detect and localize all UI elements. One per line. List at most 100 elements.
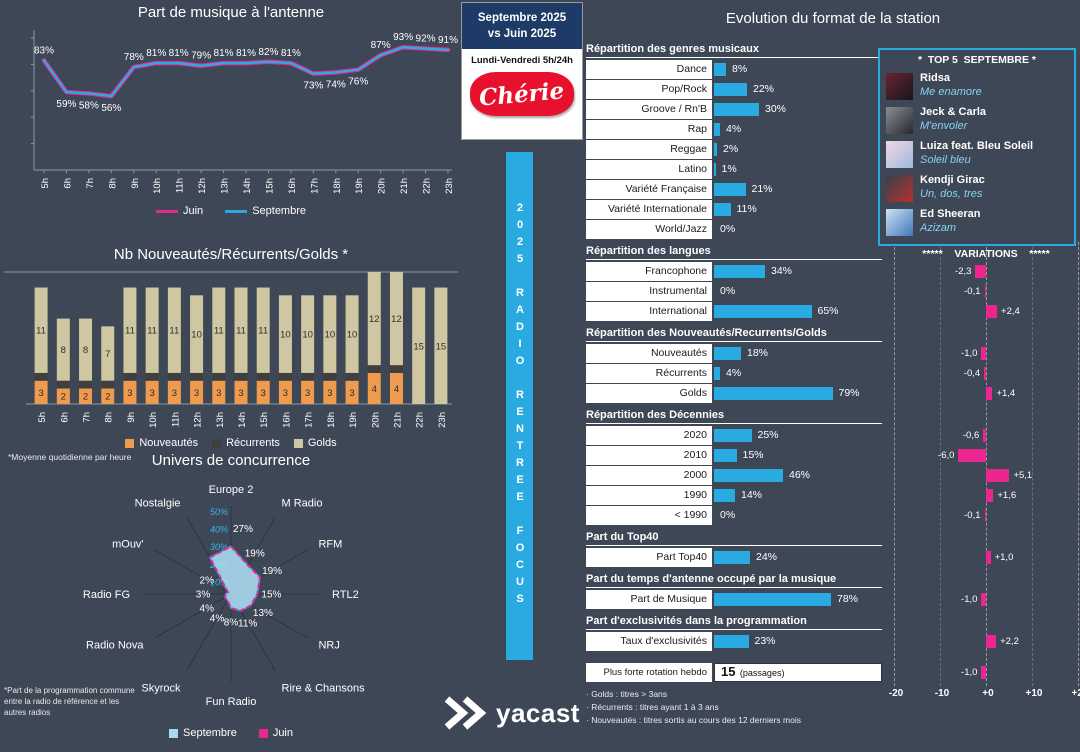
svg-text:11h: 11h (170, 412, 181, 427)
period-subtitle: Lundi-Vendredi 5h/24h (471, 55, 573, 67)
value-label: 24% (756, 551, 778, 563)
row-label: < 1990 (586, 506, 712, 525)
variation-value: -2,3 (955, 266, 972, 277)
svg-text:Fun Radio: Fun Radio (206, 696, 257, 708)
row-label: Récurrents (586, 364, 712, 383)
banner-word: RADIO (514, 287, 526, 372)
row-label: Rap (586, 120, 712, 139)
value-label: 8% (732, 63, 748, 75)
svg-text:10: 10 (302, 330, 313, 341)
value-label: 46% (789, 469, 811, 481)
value-bar (714, 63, 726, 76)
svg-text:2: 2 (83, 392, 88, 403)
septembre-swatch (225, 209, 248, 213)
svg-text:92%: 92% (416, 34, 436, 45)
svg-text:2%: 2% (200, 576, 215, 587)
svg-text:4%: 4% (200, 604, 215, 615)
bar-cell: 24% (714, 548, 882, 567)
legend-label: Golds (307, 437, 337, 449)
value-bar (714, 123, 720, 136)
value-bar (714, 551, 750, 564)
bar-cell: 30% (714, 100, 882, 119)
value-label: 22% (753, 83, 775, 95)
top5-text: Ridsa Me enamore (920, 72, 982, 100)
song-title: Me enamore (920, 86, 982, 98)
section-0: Répartition des genres musicaux Dance 8% Po… (586, 43, 1080, 239)
variation-bar (984, 509, 986, 522)
legend-label: Septembre (252, 205, 306, 217)
footnote-note: · Nouveautés : titres sortis au cours de… (586, 714, 801, 725)
variation-cell: +2,4 (894, 302, 1078, 321)
variations-header: ***** VARIATIONS ***** (922, 248, 1050, 260)
bar-cell: 8% (714, 60, 882, 79)
variation-value: -1,0 (961, 594, 978, 605)
music-share-block: Part de musique à l'antenne 5h 6h 7h 8h 9h 10… (0, 4, 462, 217)
svg-text:12: 12 (391, 314, 402, 325)
banner-word: FOCUS (514, 525, 526, 610)
value-label: 0% (720, 285, 736, 297)
row-label: Dance (586, 60, 712, 79)
vertical-banner: 2025 RADIO RENTREE FOCUS (506, 152, 533, 660)
format-row: 2020 25% -0,6 (586, 426, 1080, 445)
value-label: 0% (720, 223, 736, 235)
value-bar (714, 203, 731, 216)
variation-cell: -1,0 (894, 663, 1078, 682)
svg-text:17h: 17h (309, 178, 320, 194)
bar-cell: 4% (714, 120, 882, 139)
cherie-logo: Chérie (470, 72, 574, 117)
legend-label: Juin (183, 205, 204, 217)
svg-text:15: 15 (436, 341, 447, 352)
svg-text:9h: 9h (130, 178, 141, 189)
nouveautes-block: Nb Nouveautés/Récurrents/Golds * 3 11 5h 2 8… (0, 246, 462, 462)
variation-cell: -0,1 (894, 506, 1078, 525)
row-label: Variété Française (586, 180, 712, 199)
svg-text:27%: 27% (233, 524, 253, 535)
variation-cell: +5,1 (894, 466, 1078, 485)
format-row: Variété Française 21% (586, 180, 1080, 199)
row-label: Reggae (586, 140, 712, 159)
variation-cell: -0,6 (894, 426, 1078, 445)
top5-box: * TOP 5 SEPTEMBRE * Ridsa Me enamore Jeck … (878, 48, 1076, 246)
section-heading: Répartition des Décennies (586, 409, 882, 424)
cherie-logo-text: Chérie (478, 77, 566, 112)
section-1: Répartition des langues ***** VARIATIONS … (586, 245, 1080, 321)
svg-text:59%: 59% (56, 99, 76, 110)
bar-cell: 78% (714, 590, 882, 609)
svg-text:82%: 82% (258, 47, 278, 58)
svg-text:15h: 15h (259, 412, 270, 428)
artist-name: Ridsa (920, 72, 950, 85)
row-label: 2010 (586, 446, 712, 465)
svg-text:81%: 81% (214, 48, 234, 59)
svg-text:19h: 19h (348, 412, 359, 428)
svg-text:20h: 20h (377, 178, 388, 194)
récurrents-swatch (212, 438, 222, 448)
section-heading: Part du Top40 (586, 531, 882, 546)
format-sections: Répartition des genres musicaux Dance 8% Po… (586, 43, 1080, 651)
svg-text:Radio FG: Radio FG (83, 589, 130, 601)
value-bar (714, 469, 783, 482)
svg-text:3: 3 (327, 388, 332, 399)
svg-text:78%: 78% (124, 52, 144, 63)
variation-bar (983, 429, 986, 442)
bar-cell: 15% (714, 446, 882, 465)
album-art (886, 208, 913, 236)
svg-text:mOuv': mOuv' (112, 539, 143, 551)
yacast-logo: yacast (442, 694, 580, 732)
svg-text:15h: 15h (264, 178, 275, 194)
variation-value: +1,4 (996, 388, 1016, 399)
svg-text:Radio Nova: Radio Nova (86, 640, 144, 652)
svg-text:11: 11 (214, 326, 224, 337)
yacast-chevrons-icon (444, 696, 487, 730)
row-label: World/Jazz (586, 220, 712, 239)
banner-word: RENTREE (514, 389, 526, 508)
song-title: Azizam (920, 222, 957, 234)
bar-cell: 1% (714, 160, 882, 179)
rotation-suffix: (passages) (739, 668, 785, 678)
value-label: 21% (751, 183, 773, 195)
bar-cell: 23% (714, 632, 882, 651)
bar-cell: 21% (714, 180, 882, 199)
album-art (886, 140, 913, 168)
svg-text:3: 3 (194, 388, 199, 399)
svg-text:3: 3 (172, 388, 177, 399)
svg-text:5h: 5h (37, 412, 48, 423)
